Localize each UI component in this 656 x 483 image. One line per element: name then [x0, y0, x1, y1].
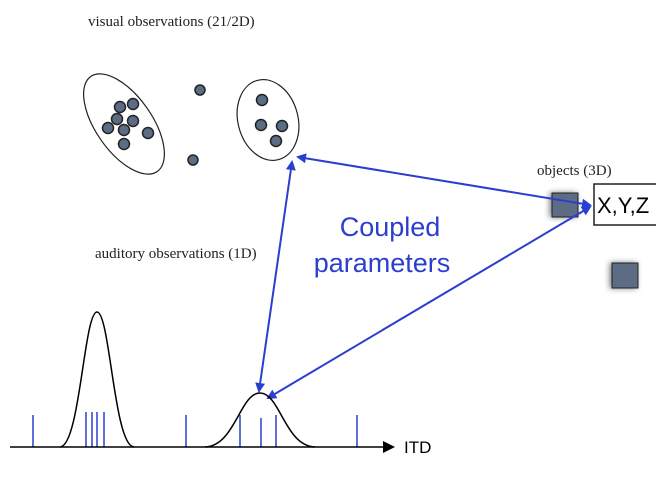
outlier-dot — [187, 154, 199, 166]
gaussian-curve — [59, 311, 135, 448]
spikes — [32, 412, 358, 447]
objects-label: objects (3D) — [537, 163, 612, 179]
coupled-text: parameters — [314, 248, 451, 278]
cluster-dots — [101, 97, 155, 151]
axis-label: ITD — [404, 438, 431, 457]
arrows — [255, 153, 592, 400]
object-square — [611, 262, 639, 289]
gaussian-curve — [204, 392, 316, 448]
cluster-ellipse — [236, 79, 300, 161]
cluster-dots — [254, 93, 289, 148]
outlier-dot — [194, 84, 206, 96]
visual-label: visual observations (21/2D) — [88, 14, 255, 30]
cluster-ellipse — [82, 73, 166, 175]
coords-text: X,Y,Z — [597, 193, 649, 218]
coords-box — [593, 183, 656, 226]
coupled-text: Coupled — [340, 212, 441, 242]
object-square — [551, 192, 579, 218]
auditory-label: auditory observations (1D) — [95, 246, 257, 262]
